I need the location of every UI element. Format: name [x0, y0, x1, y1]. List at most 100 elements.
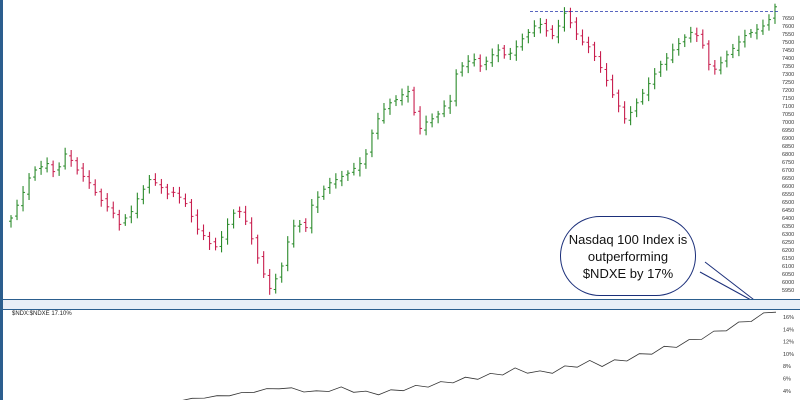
ohlc-bar: [81, 163, 86, 182]
ohlc-bar: [712, 60, 717, 75]
ohlc-bar: [351, 162, 356, 176]
ohlc-bar: [105, 193, 110, 212]
price-tick-label: 7450: [782, 48, 794, 54]
ohlc-bar: [586, 36, 591, 54]
price-tick-label: 6850: [782, 144, 794, 150]
ohlc-bar: [273, 273, 278, 294]
ohlc-bar: [550, 25, 555, 40]
ratio-tick-label: 8%: [783, 364, 791, 370]
price-tick-label: 6300: [782, 232, 794, 238]
price-tick-label: 7650: [782, 16, 794, 22]
ohlc-bar: [39, 160, 44, 175]
price-tick-label: 7150: [782, 96, 794, 102]
ohlc-bar: [394, 95, 399, 107]
ohlc-bar: [490, 48, 495, 67]
ohlc-bar: [640, 88, 645, 105]
ohlc-bar: [592, 41, 597, 62]
ohlc-bar: [345, 170, 350, 181]
ratio-tick-label: 4%: [783, 389, 791, 395]
price-tick-label: 6800: [782, 152, 794, 158]
price-tick-label: 6250: [782, 240, 794, 246]
ohlc-bar: [27, 173, 32, 200]
ohlc-bar: [508, 47, 513, 61]
ohlc-bar: [460, 62, 465, 77]
price-tick-label: 6100: [782, 264, 794, 270]
price-tick-label: 7200: [782, 88, 794, 94]
callout-pointer-2: [704, 261, 763, 307]
ohlc-bar: [15, 199, 20, 221]
ohlc-bar: [736, 35, 741, 57]
ohlc-bar: [357, 157, 362, 177]
price-tick-label: 6400: [782, 216, 794, 222]
price-tick-label: 7000: [782, 120, 794, 126]
ohlc-bar: [21, 186, 26, 212]
ohlc-bar: [706, 40, 711, 71]
ohlc-bar: [63, 147, 68, 170]
price-tick-label: 7250: [782, 80, 794, 86]
price-tick-label: 7500: [782, 40, 794, 46]
ohlc-bar: [574, 17, 579, 41]
ohlc-bar: [285, 236, 290, 272]
ohlc-bar: [400, 88, 405, 106]
ohlc-bar: [526, 29, 531, 44]
price-tick-label: 6650: [782, 176, 794, 182]
x-axis-band: [3, 299, 800, 310]
price-tick-label: 6450: [782, 208, 794, 214]
ohlc-bar: [664, 53, 669, 71]
ohlc-bar: [93, 179, 98, 196]
price-tick-label: 6350: [782, 224, 794, 230]
ohlc-bar: [213, 237, 218, 251]
price-tick-label: 6050: [782, 272, 794, 278]
price-tick-label: 7350: [782, 64, 794, 70]
ohlc-bar: [279, 262, 284, 283]
price-tick-label: 6750: [782, 160, 794, 166]
ohlc-bar: [754, 24, 759, 40]
ohlc-bar: [532, 20, 537, 38]
ohlc-bar: [255, 234, 260, 264]
ohlc-bar: [195, 209, 200, 235]
ohlc-bar: [718, 56, 723, 75]
ohlc-bar: [111, 201, 116, 219]
ohlc-bar: [369, 129, 374, 158]
ohlc-bar: [628, 106, 633, 126]
ohlc-bar: [766, 14, 771, 31]
ohlc-bar: [676, 38, 681, 56]
ohlc-bar: [622, 101, 627, 124]
ohlc-bar: [424, 115, 429, 136]
ohlc-bar: [646, 77, 651, 102]
ohlc-bar: [598, 51, 603, 73]
ohlc-bar: [502, 44, 507, 59]
ohlc-bar: [243, 205, 248, 226]
ohlc-bar: [478, 54, 483, 72]
ohlc-bar: [75, 157, 80, 175]
ohlc-bar: [303, 218, 308, 232]
ohlc-bar: [538, 18, 543, 34]
ohlc-bar: [147, 175, 152, 194]
ohlc-bar: [141, 185, 146, 205]
ohlc-bar: [297, 220, 302, 233]
ohlc-bar: [207, 231, 212, 250]
price-tick-label: 7400: [782, 56, 794, 62]
ohlc-bar: [562, 7, 567, 32]
ratio-tick-label: 12%: [783, 340, 794, 346]
ratio-tick-label: 10%: [783, 352, 794, 358]
ohlc-bar: [309, 198, 314, 234]
ohlc-bar: [448, 94, 453, 114]
ratio-tick-label: 16%: [783, 315, 794, 321]
ohlc-bar: [225, 218, 230, 245]
callout-bubble: Nasdaq 100 Index is outperforming $NDXE …: [560, 216, 696, 296]
ohlc-bar: [171, 186, 176, 198]
ohlc-bar: [658, 60, 663, 77]
ohlc-bar: [610, 74, 615, 98]
price-tick-label: 6700: [782, 168, 794, 174]
ohlc-bar: [249, 217, 254, 245]
ohlc-bar: [430, 113, 435, 128]
price-tick-label: 5950: [782, 288, 794, 294]
ohlc-bar: [406, 85, 411, 103]
price-tick-label: 6550: [782, 192, 794, 198]
ohlc-bar: [183, 193, 188, 207]
ratio-legend: $NDX:$NDXE 17.10%: [12, 311, 72, 317]
ohlc-bar: [321, 185, 326, 200]
